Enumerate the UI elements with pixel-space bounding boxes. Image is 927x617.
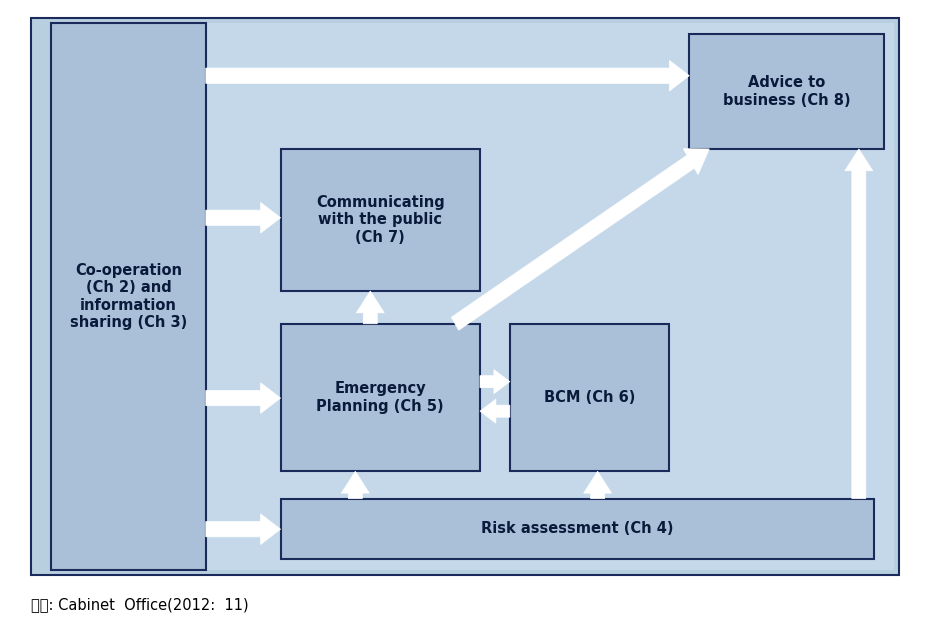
FancyBboxPatch shape <box>280 324 479 471</box>
Text: Co-operation
(Ch 2) and
information
sharing (Ch 3): Co-operation (Ch 2) and information shar… <box>70 263 187 330</box>
Polygon shape <box>356 291 384 324</box>
Polygon shape <box>844 149 871 499</box>
Text: Emergency
Planning (Ch 5): Emergency Planning (Ch 5) <box>316 381 444 414</box>
FancyBboxPatch shape <box>206 23 893 569</box>
Polygon shape <box>479 370 509 394</box>
FancyBboxPatch shape <box>509 324 668 471</box>
Polygon shape <box>583 471 611 499</box>
Polygon shape <box>206 202 280 233</box>
Text: BCM (Ch 6): BCM (Ch 6) <box>543 390 635 405</box>
Text: Communicating
with the public
(Ch 7): Communicating with the public (Ch 7) <box>315 195 444 245</box>
Polygon shape <box>206 383 280 413</box>
FancyBboxPatch shape <box>51 23 206 569</box>
Polygon shape <box>206 60 689 91</box>
Polygon shape <box>479 399 509 423</box>
Text: Risk assessment (Ch 4): Risk assessment (Ch 4) <box>480 521 673 536</box>
Text: Advice to
business (Ch 8): Advice to business (Ch 8) <box>722 75 849 108</box>
Polygon shape <box>341 471 369 499</box>
Polygon shape <box>451 149 708 330</box>
Polygon shape <box>206 514 280 544</box>
FancyBboxPatch shape <box>280 149 479 291</box>
FancyBboxPatch shape <box>280 499 873 559</box>
FancyBboxPatch shape <box>32 18 897 575</box>
Text: 출처: Cabinet  Office(2012:  11): 출처: Cabinet Office(2012: 11) <box>32 597 248 612</box>
FancyBboxPatch shape <box>689 34 883 149</box>
